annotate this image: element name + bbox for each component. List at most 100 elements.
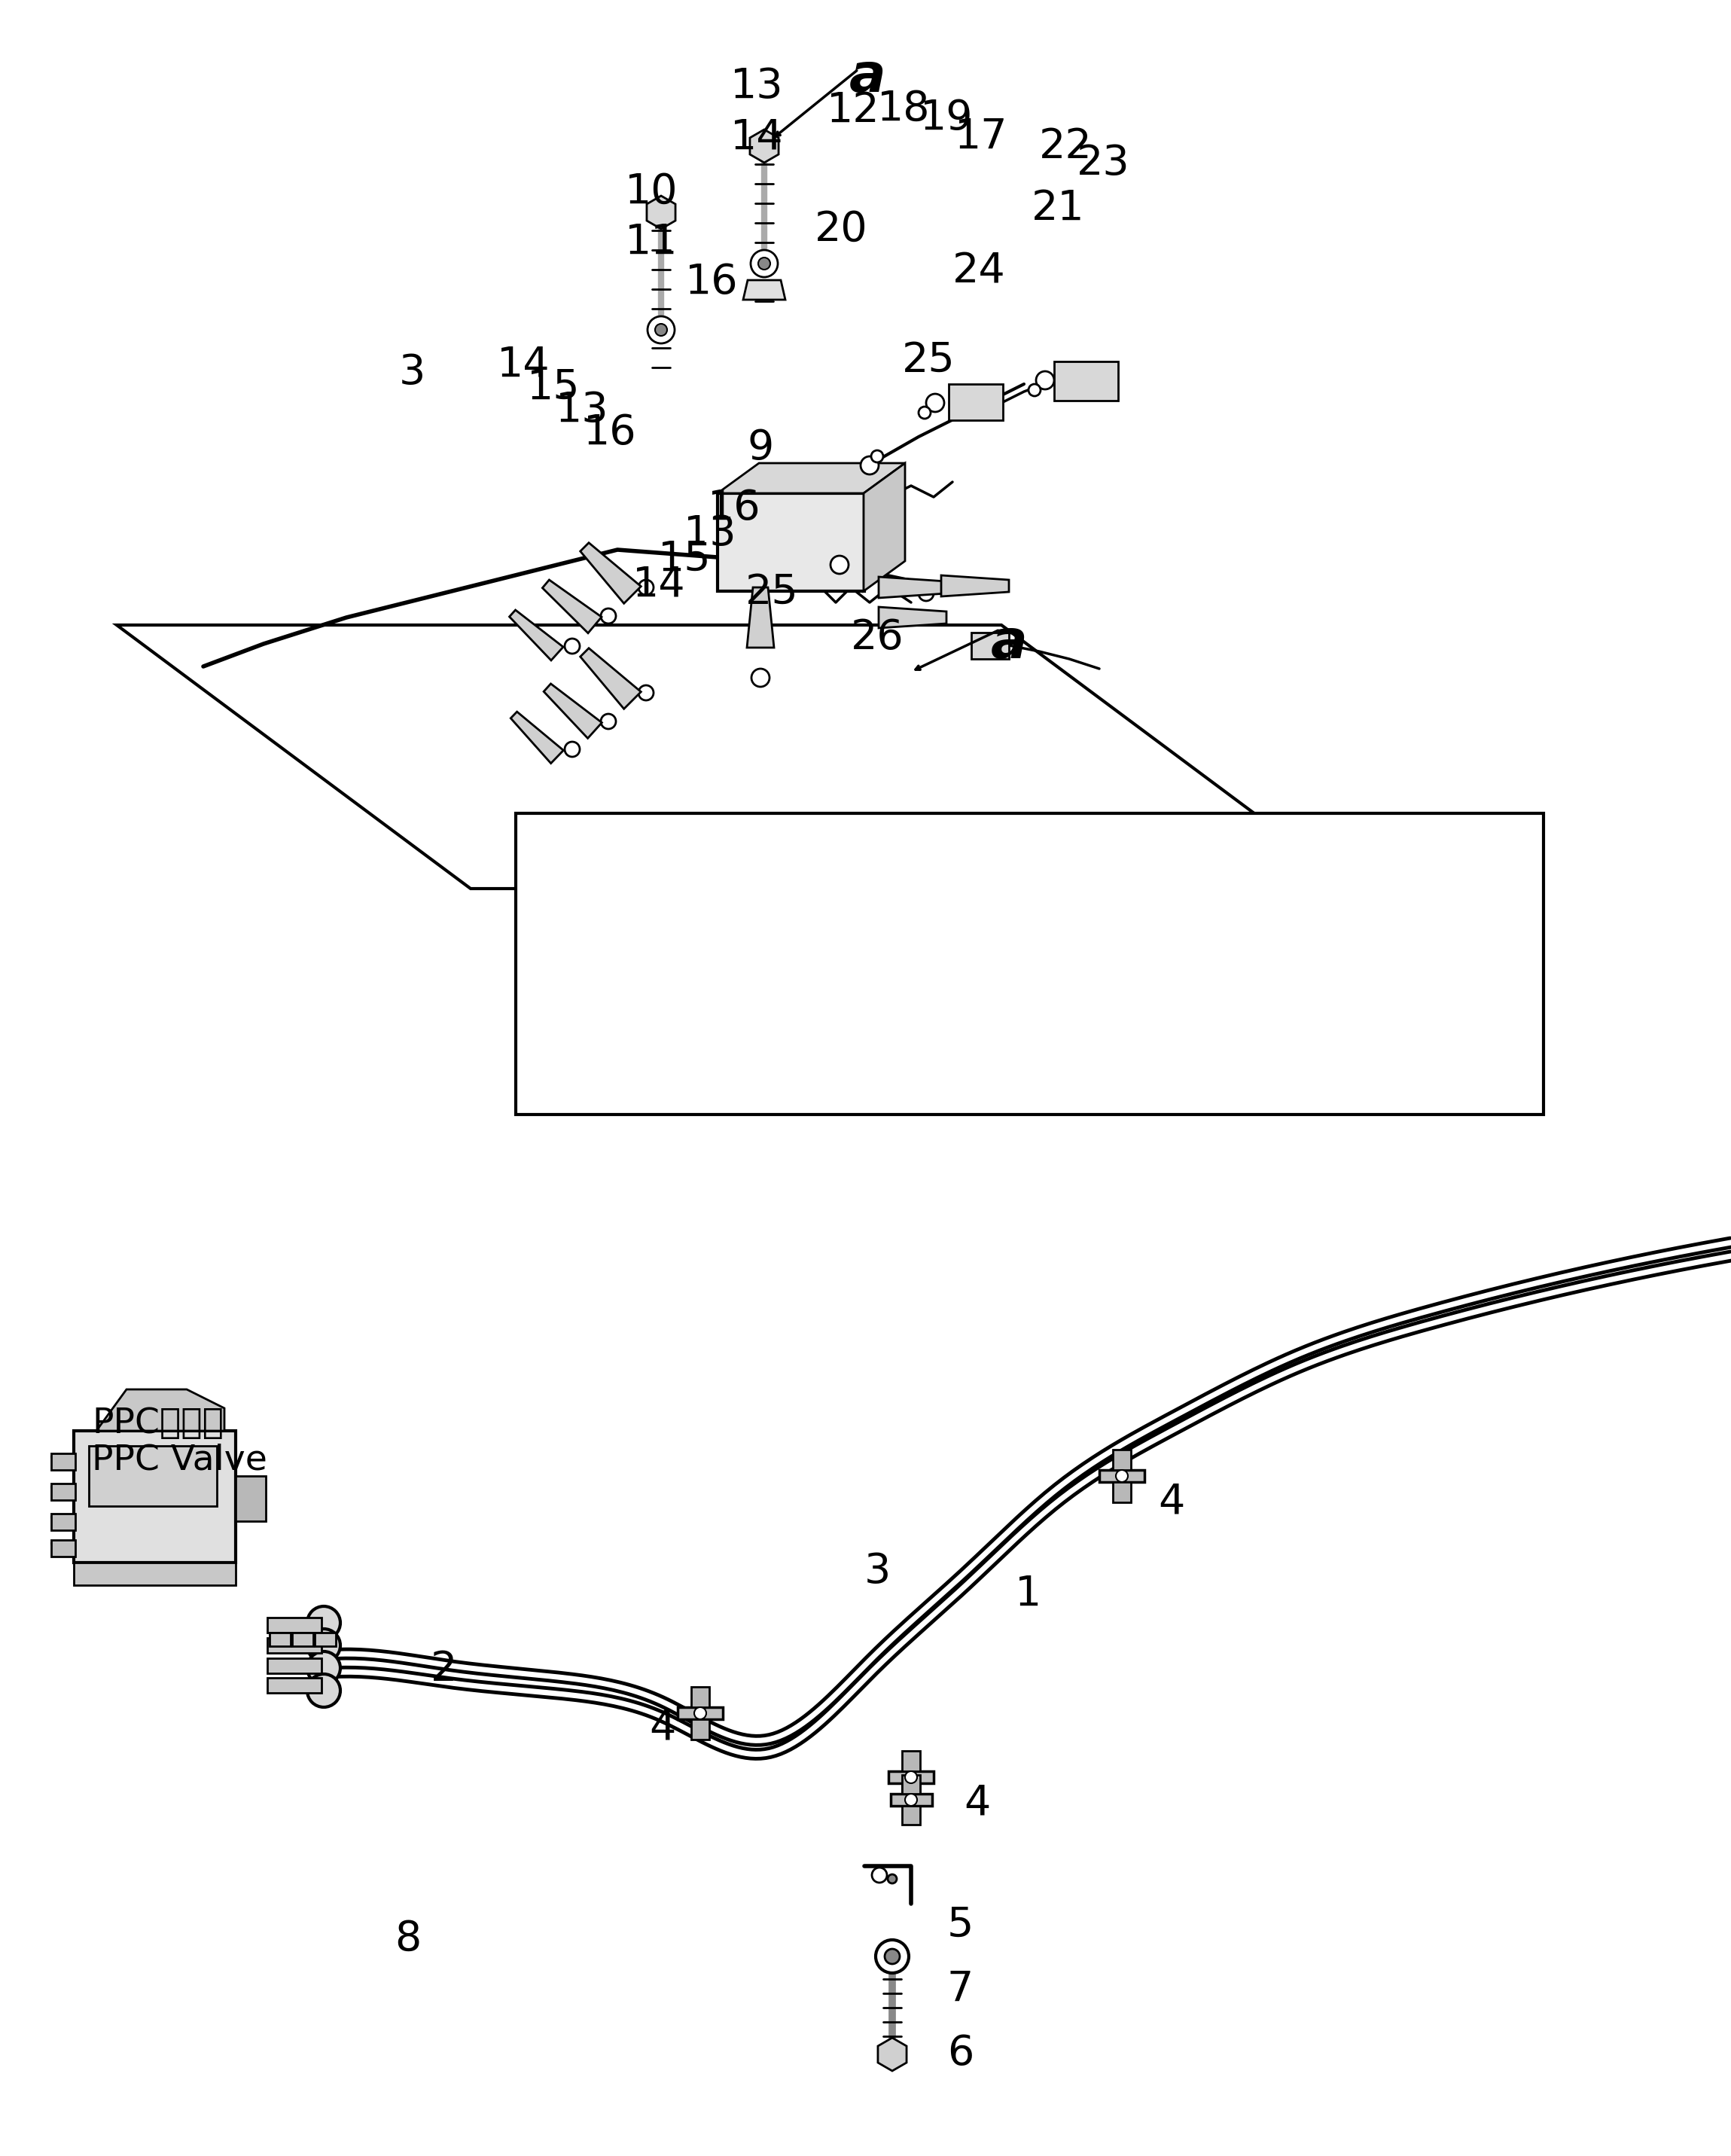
- Text: 26: 26: [852, 617, 904, 658]
- Polygon shape: [743, 280, 786, 300]
- Text: 13: 13: [556, 390, 609, 431]
- Text: 14: 14: [730, 116, 784, 157]
- Text: 3: 3: [864, 1552, 891, 1591]
- Bar: [267, 1658, 322, 1673]
- Text: 12: 12: [827, 91, 879, 132]
- Text: 4: 4: [649, 1708, 675, 1749]
- Circle shape: [564, 638, 580, 653]
- Bar: [52, 1453, 74, 1470]
- Text: 14: 14: [632, 565, 685, 606]
- Text: 10: 10: [625, 172, 679, 211]
- Text: 23: 23: [1077, 142, 1130, 183]
- Text: 16: 16: [583, 412, 637, 453]
- Text: 11: 11: [625, 222, 679, 263]
- Bar: [718, 494, 864, 591]
- Circle shape: [639, 686, 654, 701]
- Circle shape: [919, 586, 933, 602]
- Circle shape: [654, 323, 666, 336]
- Circle shape: [751, 250, 777, 278]
- Polygon shape: [580, 649, 640, 709]
- Circle shape: [601, 608, 616, 623]
- Circle shape: [306, 1606, 341, 1639]
- Bar: [691, 1686, 710, 1708]
- Circle shape: [860, 457, 879, 474]
- Circle shape: [639, 580, 654, 595]
- Circle shape: [564, 742, 580, 757]
- Bar: [677, 1708, 724, 1718]
- Text: 14: 14: [497, 345, 550, 386]
- Text: 3: 3: [400, 351, 426, 392]
- Bar: [267, 1639, 322, 1654]
- Text: PPCバルブ: PPCバルブ: [92, 1406, 223, 1440]
- Polygon shape: [511, 711, 564, 763]
- Text: 1: 1: [1014, 1574, 1042, 1615]
- Text: 15: 15: [658, 539, 711, 580]
- Polygon shape: [544, 683, 602, 737]
- Circle shape: [885, 1949, 900, 1964]
- Text: 17: 17: [956, 116, 1007, 157]
- Bar: [891, 1794, 931, 1807]
- Circle shape: [758, 257, 770, 270]
- Polygon shape: [542, 580, 602, 634]
- Text: 16: 16: [685, 263, 739, 302]
- Polygon shape: [97, 1388, 225, 1432]
- Bar: [267, 1617, 322, 1632]
- Polygon shape: [746, 586, 774, 647]
- Polygon shape: [879, 608, 947, 627]
- Text: 13: 13: [684, 513, 737, 554]
- Bar: [52, 1483, 74, 1501]
- Bar: [949, 384, 1002, 420]
- Circle shape: [871, 451, 883, 461]
- Bar: [902, 1783, 921, 1805]
- Bar: [270, 1632, 291, 1647]
- Bar: [52, 1514, 74, 1531]
- Polygon shape: [864, 464, 905, 591]
- Polygon shape: [718, 464, 905, 494]
- Bar: [902, 1807, 921, 1824]
- Polygon shape: [516, 813, 1544, 1115]
- Polygon shape: [942, 576, 1009, 597]
- Polygon shape: [116, 625, 1355, 888]
- Circle shape: [919, 407, 931, 418]
- Text: 9: 9: [746, 427, 774, 468]
- Bar: [902, 1751, 921, 1772]
- Text: 21: 21: [1032, 188, 1085, 229]
- Bar: [52, 1539, 74, 1557]
- Polygon shape: [509, 610, 563, 660]
- Bar: [74, 1432, 235, 1563]
- Text: 22: 22: [1039, 127, 1092, 168]
- Polygon shape: [647, 196, 675, 229]
- Text: a: a: [990, 617, 1026, 671]
- Text: 15: 15: [526, 367, 580, 407]
- Text: a: a: [848, 52, 886, 103]
- Bar: [1113, 1481, 1130, 1503]
- Text: 2: 2: [431, 1649, 457, 1690]
- Circle shape: [694, 1708, 706, 1718]
- Text: 25: 25: [902, 341, 956, 382]
- Text: 25: 25: [746, 571, 798, 612]
- Bar: [1099, 1470, 1144, 1481]
- Bar: [293, 1632, 313, 1647]
- Text: 16: 16: [708, 487, 762, 528]
- Bar: [1054, 362, 1118, 401]
- Bar: [888, 1772, 933, 1783]
- Circle shape: [647, 317, 675, 343]
- Text: 4: 4: [964, 1783, 990, 1824]
- Circle shape: [905, 1772, 917, 1783]
- Text: 4: 4: [1158, 1481, 1184, 1522]
- Bar: [902, 1774, 921, 1794]
- Circle shape: [751, 668, 770, 688]
- Text: 6: 6: [947, 2033, 975, 2074]
- Polygon shape: [879, 578, 947, 597]
- Circle shape: [1028, 384, 1040, 397]
- Text: 7: 7: [947, 1968, 975, 2009]
- Text: 5: 5: [947, 1906, 975, 1947]
- Text: 20: 20: [815, 209, 867, 250]
- Circle shape: [888, 1874, 897, 1884]
- Circle shape: [306, 1630, 341, 1662]
- Circle shape: [306, 1673, 341, 1708]
- Circle shape: [876, 1940, 909, 1973]
- Bar: [74, 1563, 235, 1585]
- Text: 18: 18: [878, 88, 930, 129]
- Bar: [1113, 1449, 1130, 1470]
